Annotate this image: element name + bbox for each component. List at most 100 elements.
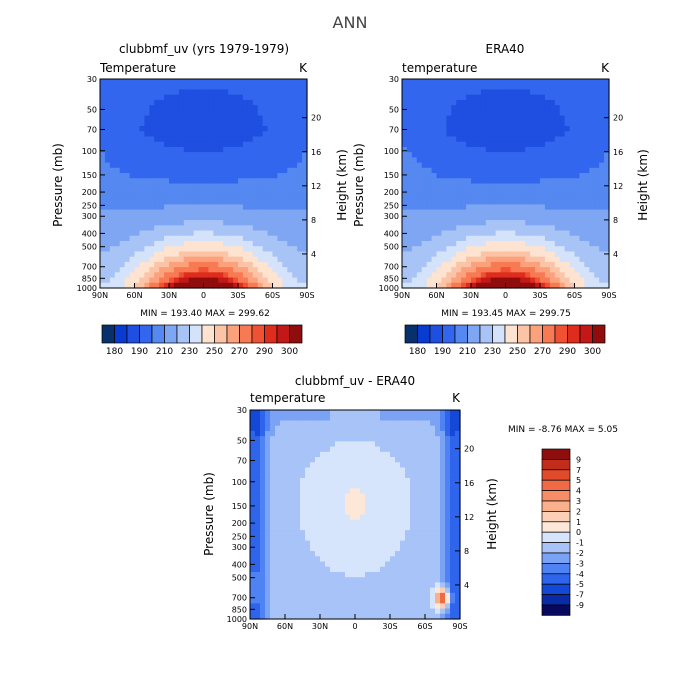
heatmap-cell	[574, 199, 581, 205]
heatmap-cell	[574, 136, 581, 143]
heatmap-cell	[365, 467, 371, 474]
heatmap-cell	[282, 146, 288, 153]
heatmap-cell	[370, 530, 376, 536]
heatmap-cell	[178, 256, 185, 263]
heatmap-cell	[247, 256, 254, 263]
heatmap-cell	[250, 477, 256, 484]
heatmap-cell	[104, 193, 111, 200]
heatmap-cell	[247, 99, 254, 106]
heatmap-cell	[208, 240, 214, 247]
heatmap-cell	[594, 272, 600, 279]
heatmap-cell	[257, 193, 264, 200]
heatmap-cell	[330, 545, 336, 552]
heatmap-cell	[262, 131, 269, 138]
heatmap-cell	[406, 120, 413, 127]
heatmap-cell	[292, 240, 298, 247]
heatmap-cell	[345, 410, 351, 416]
heatmap-cell	[480, 246, 487, 253]
heatmap-cell	[154, 230, 160, 237]
heatmap-cell	[406, 230, 413, 237]
heatmap-cell	[297, 84, 303, 91]
heatmap-cell	[535, 225, 541, 232]
heatmap-cell	[425, 587, 431, 594]
heatmap-cell	[144, 188, 150, 195]
heatmap-cell	[345, 540, 351, 547]
heatmap-cell	[320, 472, 326, 479]
heatmap-cell	[300, 587, 306, 594]
heatmap-cell	[594, 240, 600, 247]
heatmap-cell	[574, 120, 581, 127]
heatmap-cell	[530, 240, 536, 247]
heatmap-cell	[320, 514, 326, 521]
heatmap-cell	[193, 230, 200, 237]
heatmap-cell	[218, 89, 224, 96]
heatmap-cell	[530, 277, 536, 284]
heatmap-cell	[510, 199, 516, 205]
heatmap-cell	[154, 131, 160, 138]
heatmap-cell	[475, 183, 482, 190]
heatmap-cell	[277, 94, 283, 101]
heatmap-cell	[390, 587, 396, 594]
heatmap-cell	[599, 267, 605, 273]
heatmap-cell	[223, 131, 229, 138]
heatmap-cell	[144, 277, 150, 284]
heatmap-cell	[139, 146, 145, 153]
heatmap-cell	[325, 504, 331, 510]
heatmap-cell	[169, 178, 175, 185]
heatmap-cell	[272, 157, 279, 164]
y-tick-label: 850	[384, 274, 399, 283]
heatmap-cell	[445, 462, 451, 469]
heatmap-cell	[265, 493, 271, 500]
heatmap-cell	[139, 235, 145, 242]
heatmap-cell	[554, 131, 561, 138]
heatmap-cell	[406, 157, 413, 164]
heatmap-cell	[406, 178, 413, 185]
heatmap-cell	[436, 188, 443, 195]
heatmap-cell	[159, 136, 165, 143]
heatmap-cell	[461, 84, 467, 91]
heatmap-cell	[295, 524, 301, 531]
heatmap-cell	[466, 146, 472, 153]
heatmap-cell	[495, 178, 502, 185]
heatmap-cell	[350, 415, 356, 422]
heatmap-cell	[425, 493, 431, 500]
heatmap-cell	[320, 519, 326, 526]
heatmap-cell	[173, 209, 180, 216]
heatmap-cell	[574, 105, 581, 111]
heatmap-cell	[569, 214, 576, 221]
heatmap-cell	[525, 79, 531, 85]
heatmap-cell	[242, 183, 249, 190]
heatmap-cell	[164, 120, 170, 127]
heatmap-cell	[262, 141, 269, 148]
heatmap-cell	[440, 493, 446, 500]
heatmap-cell	[183, 277, 190, 284]
heatmap-cell	[430, 462, 436, 469]
heatmap-cell	[421, 214, 428, 221]
heatmap-cell	[490, 99, 497, 106]
heatmap-cell	[282, 214, 288, 221]
heatmap-cell	[480, 178, 487, 185]
heatmap-cell	[154, 209, 160, 216]
heatmap-cell	[169, 188, 175, 195]
heatmap-cell	[420, 467, 426, 474]
panel-diff-title: clubbmf_uv - ERA40	[295, 374, 415, 388]
heatmap-cell	[480, 136, 487, 143]
heatmap-cell	[275, 582, 281, 589]
heatmap-cell	[515, 267, 521, 273]
heatmap-cell	[510, 188, 516, 195]
heatmap-cell	[421, 246, 428, 253]
heatmap-cell	[431, 105, 438, 111]
heatmap-cell	[559, 230, 566, 237]
heatmap-cell	[436, 256, 443, 263]
heatmap-cell	[584, 99, 590, 106]
heatmap-cell	[277, 188, 283, 195]
heatmap-cell	[124, 267, 131, 273]
heatmap-cell	[277, 235, 283, 242]
heatmap-cell	[440, 446, 446, 453]
heatmap-cell	[114, 251, 121, 258]
heatmap-cell	[302, 126, 308, 132]
heatmap-cell	[340, 477, 346, 484]
heatmap-cell	[480, 131, 487, 138]
heatmap-cell	[139, 162, 145, 169]
heatmap-cell	[520, 110, 526, 117]
